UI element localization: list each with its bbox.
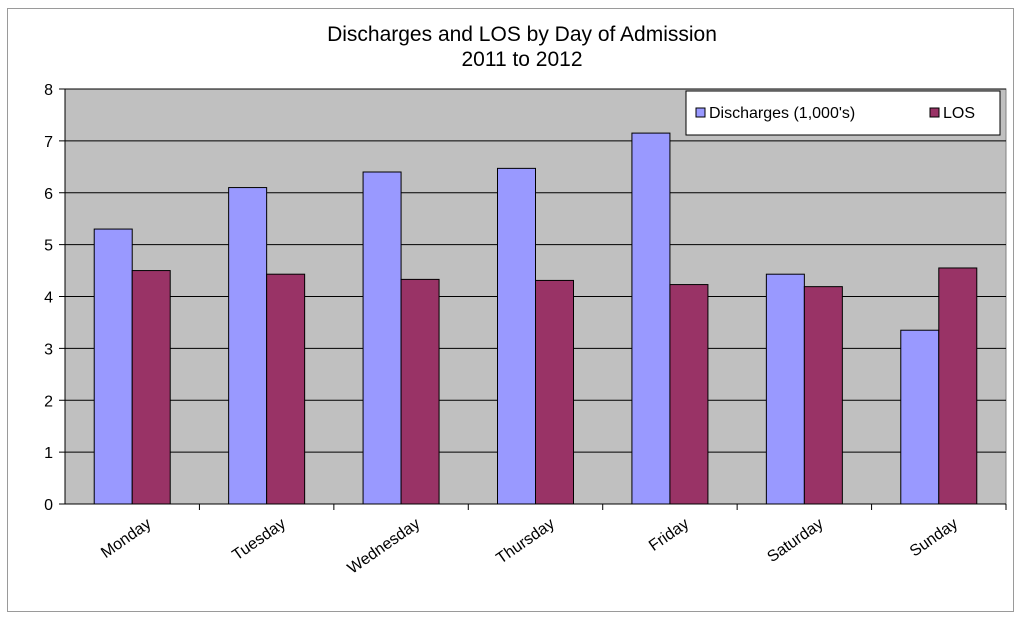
- x-tick-label: Wednesday: [345, 515, 424, 577]
- bar-los: [535, 279, 574, 505]
- legend-label-los: LOS: [943, 105, 975, 122]
- bar-los: [400, 278, 440, 505]
- bar-los: [938, 267, 978, 505]
- y-tick-label: 6: [44, 186, 53, 203]
- x-tick-label: Thursday: [493, 515, 557, 567]
- bar-discharges: [228, 187, 268, 505]
- bar-discharges: [765, 273, 805, 505]
- y-tick-label: 7: [44, 134, 53, 151]
- bar-los: [669, 284, 709, 505]
- x-tick-label: Monday: [98, 515, 154, 562]
- y-tick-label: 1: [44, 445, 53, 462]
- y-tick-label: 2: [44, 393, 53, 410]
- x-tick-label: Sunday: [907, 515, 961, 560]
- bar-discharges: [362, 171, 402, 505]
- bar-discharges: [93, 228, 133, 505]
- bar-discharges: [631, 132, 671, 505]
- bar-discharges: [900, 329, 940, 505]
- x-tick-label: Friday: [646, 515, 692, 554]
- x-tick-label: Saturday: [764, 515, 826, 566]
- legend-swatch-los: [929, 107, 940, 118]
- x-tick-label: Tuesday: [229, 515, 289, 564]
- bar-discharges: [497, 167, 536, 505]
- legend-swatch-discharges: [695, 107, 706, 118]
- chart-title: Discharges and LOS by Day of Admission: [327, 23, 717, 46]
- plot-area: 0 1 2 3 4 5 6 7 8 Monday Tuesday Wednesday Thursday F…: [44, 82, 1007, 578]
- bar-los: [803, 286, 843, 505]
- y-tick-label: 8: [44, 82, 53, 99]
- y-tick-label: 0: [44, 497, 53, 514]
- bar-los: [266, 273, 306, 505]
- legend-label-discharges: Discharges (1,000's): [709, 105, 855, 122]
- legend: [685, 90, 1001, 136]
- y-tick-label: 4: [44, 290, 53, 307]
- bar-los: [131, 270, 171, 505]
- chart-subtitle: 2011 to 2012: [461, 48, 582, 71]
- y-tick-label: 3: [44, 341, 53, 358]
- y-tick-label: 5: [44, 238, 53, 255]
